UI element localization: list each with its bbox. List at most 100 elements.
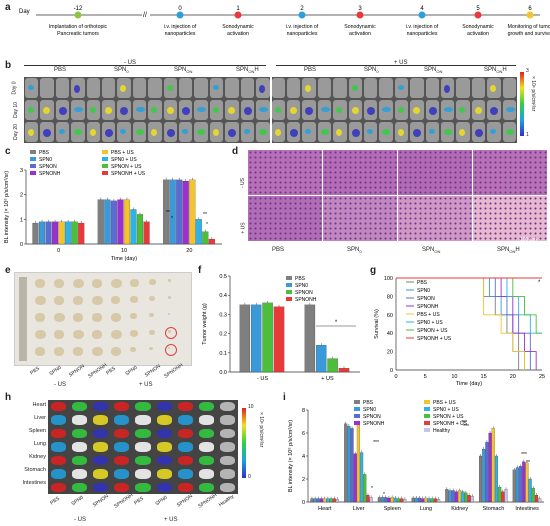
b-mouse [333,122,347,142]
e-tumor [92,330,102,339]
b-mouse [487,100,501,120]
i-sig-1: * [371,486,373,492]
b-tumor-signal [120,85,127,92]
chart-i-bar-1-5 [482,448,486,503]
h-organ-signal [93,442,109,452]
chart-i-bar-2-6 [519,466,523,503]
panel-label-e: e [5,265,11,276]
i-legend-swatch-3 [354,421,360,425]
h-organ-signal [177,402,193,412]
chart-c-bar-1-0 [38,221,46,245]
b-tumor-signal [74,129,83,135]
b-colorbar-max: 3 [526,68,529,74]
chart-i-bar-4-2 [390,497,394,503]
chart-c-bar-3-2 [182,180,189,245]
h-organ-signal [72,482,88,492]
e-plus-us: + US [139,382,153,388]
chart-i-bar-8-0 [335,499,339,503]
chart-i-xtick-label-2: Spleen [384,506,401,512]
h-organ-signal [93,455,109,466]
timeline-dot-0 [74,11,82,19]
d-tile [398,196,472,241]
f-legend-swatch-1 [286,283,292,287]
chart-c-bar-5-2 [195,219,202,245]
chart-i-bar-5-1 [360,452,364,503]
e-tumor [130,313,137,319]
b-tumor-signal [212,85,219,90]
chart-c-bar-0-1 [97,199,104,245]
h-organ-signal [114,442,130,452]
chart-f-bar-0-1 [304,304,316,373]
b-mouse [25,78,39,98]
h-organ-signal [135,402,151,412]
b-mouse [410,100,424,120]
d-col-label-3: SPNONH [497,247,520,255]
i-legend-label-1: SPN0 [363,407,376,413]
b-tumor-signal [351,129,360,137]
b-tumor-signal [89,107,96,113]
g-series-line-5 [396,277,542,334]
chart-i-bar-8-4 [470,496,474,503]
b-mouse [102,122,116,142]
g-ytick-label-3: 60 [387,313,393,319]
i-sig-2: * [383,492,385,498]
b-mouse [302,100,316,120]
b-tumor-signal [74,85,81,93]
chart-i-bar-6-0 [329,498,333,503]
timeline-dot-3 [298,11,306,19]
b-mouse [40,122,54,142]
b-mouse [286,100,301,120]
chart-c-bar-6-2 [202,231,209,245]
chart-c-bar-7-0 [78,222,85,245]
i-legend-swatch-5 [424,407,430,411]
b-tumor-signal [459,107,466,113]
chart-i-bar-8-1 [369,497,373,503]
i-legend-label-4: PBS + US [433,400,456,406]
b-tumor-signal [120,129,127,134]
chart-i-bar-4-3 [424,497,428,503]
chart-i-bar-4-5 [491,428,495,503]
f-legend-swatch-2 [286,290,292,294]
timeline-label1-5: i.v. injection of [406,24,439,30]
h-organ-label-5: Stomach [24,467,46,473]
chart-i-bar-8-2 [403,499,407,503]
b-mouse [55,122,70,142]
timeline-day-2: 1 [236,6,240,12]
h-organ-signal [51,428,67,439]
chart-f-bar-1-1 [316,345,327,373]
c-legend-label-2: SPNON [39,164,57,170]
b-tumor-signal [443,129,452,135]
chart-i-bar-2-2 [384,497,388,503]
e-tumor [54,330,64,339]
b-tumor-signal [336,107,343,113]
timeline-label2-0: Pancreatic tumors [57,31,99,37]
b-mouse [225,78,239,98]
b-mouse [502,78,516,98]
b-mouse [302,78,316,98]
chart-c-bar-4-0 [58,221,65,245]
b-mouse [379,78,393,98]
h-organ-signal [177,482,193,492]
h-organ-signal [219,402,235,412]
chart-c-bar-6-1 [136,214,144,245]
h-organ-signal [93,469,109,479]
b-mouse [379,122,393,142]
h-organ-signal [93,428,109,439]
g-series-line-0 [396,277,520,370]
h-organ-signal [51,455,67,466]
b-group-label-7: SPNONH [484,67,507,75]
e-tumor [54,279,64,288]
b-mouse [209,122,224,142]
chart-i-ytick-label-2: 4 [302,454,305,460]
e-tumor [54,313,65,323]
d-tile [323,150,397,195]
b-mouse [379,100,393,120]
g-xtick-label-1: 5 [424,374,427,380]
chart-i-bar-2-0 [316,498,320,503]
b-tumor-signal [105,107,113,114]
b-tumor-signal [428,129,435,134]
e-tumor [149,296,155,302]
c-legend-swatch-4 [102,150,108,154]
chart-i-bar-1-4 [448,490,452,503]
chart-c-bar-2-2 [176,179,183,245]
